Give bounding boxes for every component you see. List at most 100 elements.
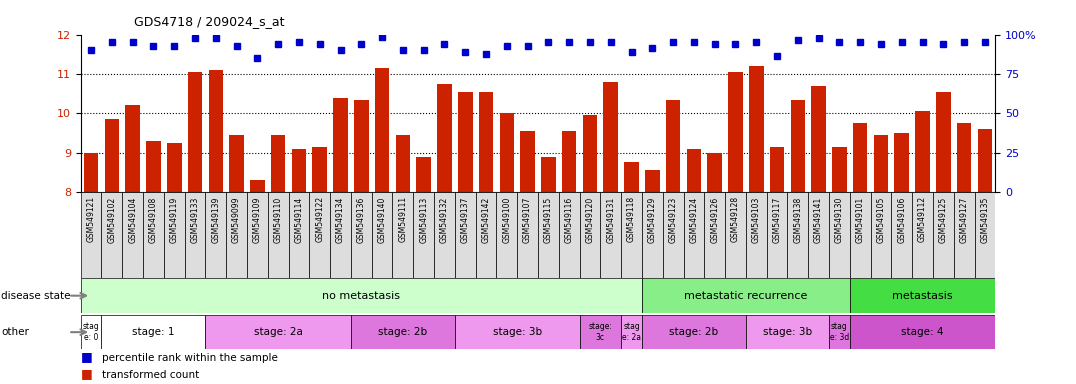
Bar bbox=[292, 149, 307, 192]
Text: other: other bbox=[1, 327, 29, 337]
Text: no metastasis: no metastasis bbox=[323, 291, 400, 301]
Bar bbox=[455, 192, 476, 278]
Bar bbox=[808, 192, 829, 278]
Text: GSM549140: GSM549140 bbox=[378, 196, 386, 243]
Text: GSM549126: GSM549126 bbox=[710, 196, 719, 243]
Bar bbox=[642, 278, 850, 313]
Bar bbox=[271, 135, 285, 192]
Bar bbox=[101, 192, 123, 278]
Bar bbox=[101, 315, 206, 349]
Bar bbox=[850, 315, 995, 349]
Text: GSM549114: GSM549114 bbox=[295, 196, 303, 243]
Text: stage: 3b: stage: 3b bbox=[493, 327, 542, 337]
Text: GSM549121: GSM549121 bbox=[86, 196, 96, 242]
Bar bbox=[933, 192, 953, 278]
Bar bbox=[562, 131, 577, 192]
Text: GSM549131: GSM549131 bbox=[606, 196, 615, 243]
Bar bbox=[725, 192, 746, 278]
Text: GSM549128: GSM549128 bbox=[731, 196, 740, 242]
Bar bbox=[832, 147, 847, 192]
Bar bbox=[604, 82, 618, 192]
Bar bbox=[229, 135, 244, 192]
Bar bbox=[330, 192, 351, 278]
Bar bbox=[499, 113, 514, 192]
Bar bbox=[850, 192, 870, 278]
Bar bbox=[351, 315, 455, 349]
Text: GSM549117: GSM549117 bbox=[773, 196, 781, 243]
Text: GSM549105: GSM549105 bbox=[877, 196, 886, 243]
Bar bbox=[642, 315, 746, 349]
Bar bbox=[334, 98, 348, 192]
Bar bbox=[728, 72, 742, 192]
Bar bbox=[791, 99, 805, 192]
Text: stage: 1: stage: 1 bbox=[132, 327, 174, 337]
Bar bbox=[167, 143, 182, 192]
Bar bbox=[206, 192, 226, 278]
Bar bbox=[455, 315, 580, 349]
Text: disease state: disease state bbox=[1, 291, 71, 301]
Text: stage: 4: stage: 4 bbox=[902, 327, 944, 337]
Text: GSM549120: GSM549120 bbox=[585, 196, 594, 243]
Bar bbox=[164, 192, 185, 278]
Bar bbox=[104, 119, 119, 192]
Bar bbox=[746, 315, 829, 349]
Text: GSM549136: GSM549136 bbox=[357, 196, 366, 243]
Bar bbox=[310, 192, 330, 278]
Text: GSM549142: GSM549142 bbox=[482, 196, 491, 243]
Text: stag
e: 3d: stag e: 3d bbox=[830, 323, 849, 342]
Bar bbox=[624, 162, 639, 192]
Bar bbox=[870, 192, 891, 278]
Text: stag
e: 2a: stag e: 2a bbox=[622, 323, 641, 342]
Bar bbox=[458, 92, 472, 192]
Bar bbox=[874, 135, 889, 192]
Bar bbox=[518, 192, 538, 278]
Text: GSM549125: GSM549125 bbox=[939, 196, 948, 243]
Bar bbox=[354, 99, 369, 192]
Bar bbox=[580, 192, 600, 278]
Bar bbox=[766, 192, 788, 278]
Bar bbox=[853, 123, 867, 192]
Bar bbox=[496, 192, 518, 278]
Bar bbox=[396, 135, 410, 192]
Text: GSM549103: GSM549103 bbox=[752, 196, 761, 243]
Bar bbox=[683, 192, 705, 278]
Text: metastatic recurrence: metastatic recurrence bbox=[684, 291, 808, 301]
Text: GSM549124: GSM549124 bbox=[690, 196, 698, 243]
Bar bbox=[663, 192, 683, 278]
Bar bbox=[416, 157, 431, 192]
Bar bbox=[850, 278, 995, 313]
Bar bbox=[81, 278, 642, 313]
Text: GSM549116: GSM549116 bbox=[565, 196, 574, 243]
Text: GSM549106: GSM549106 bbox=[897, 196, 906, 243]
Bar bbox=[666, 99, 680, 192]
Bar bbox=[936, 92, 950, 192]
Bar bbox=[912, 192, 933, 278]
Text: GSM549102: GSM549102 bbox=[108, 196, 116, 243]
Text: GSM549139: GSM549139 bbox=[211, 196, 221, 243]
Text: GSM549141: GSM549141 bbox=[815, 196, 823, 243]
Bar bbox=[707, 153, 722, 192]
Text: GDS4718 / 209024_s_at: GDS4718 / 209024_s_at bbox=[134, 15, 285, 28]
Bar bbox=[891, 192, 912, 278]
Bar bbox=[686, 149, 702, 192]
Bar bbox=[749, 66, 764, 192]
Text: stage: 3b: stage: 3b bbox=[763, 327, 812, 337]
Bar bbox=[621, 192, 642, 278]
Bar bbox=[975, 192, 995, 278]
Bar bbox=[957, 123, 972, 192]
Bar bbox=[185, 192, 206, 278]
Text: GSM549107: GSM549107 bbox=[523, 196, 533, 243]
Text: GSM549122: GSM549122 bbox=[315, 196, 324, 242]
Bar bbox=[351, 192, 371, 278]
Bar bbox=[434, 192, 455, 278]
Bar bbox=[146, 141, 160, 192]
Bar bbox=[226, 192, 247, 278]
Bar bbox=[621, 315, 642, 349]
Text: GSM549130: GSM549130 bbox=[835, 196, 844, 243]
Text: GSM549104: GSM549104 bbox=[128, 196, 137, 243]
Bar bbox=[250, 180, 265, 192]
Text: GSM549133: GSM549133 bbox=[190, 196, 199, 243]
Text: stage:
3c: stage: 3c bbox=[589, 323, 612, 342]
Text: GSM549135: GSM549135 bbox=[980, 196, 990, 243]
Text: GSM549132: GSM549132 bbox=[440, 196, 449, 243]
